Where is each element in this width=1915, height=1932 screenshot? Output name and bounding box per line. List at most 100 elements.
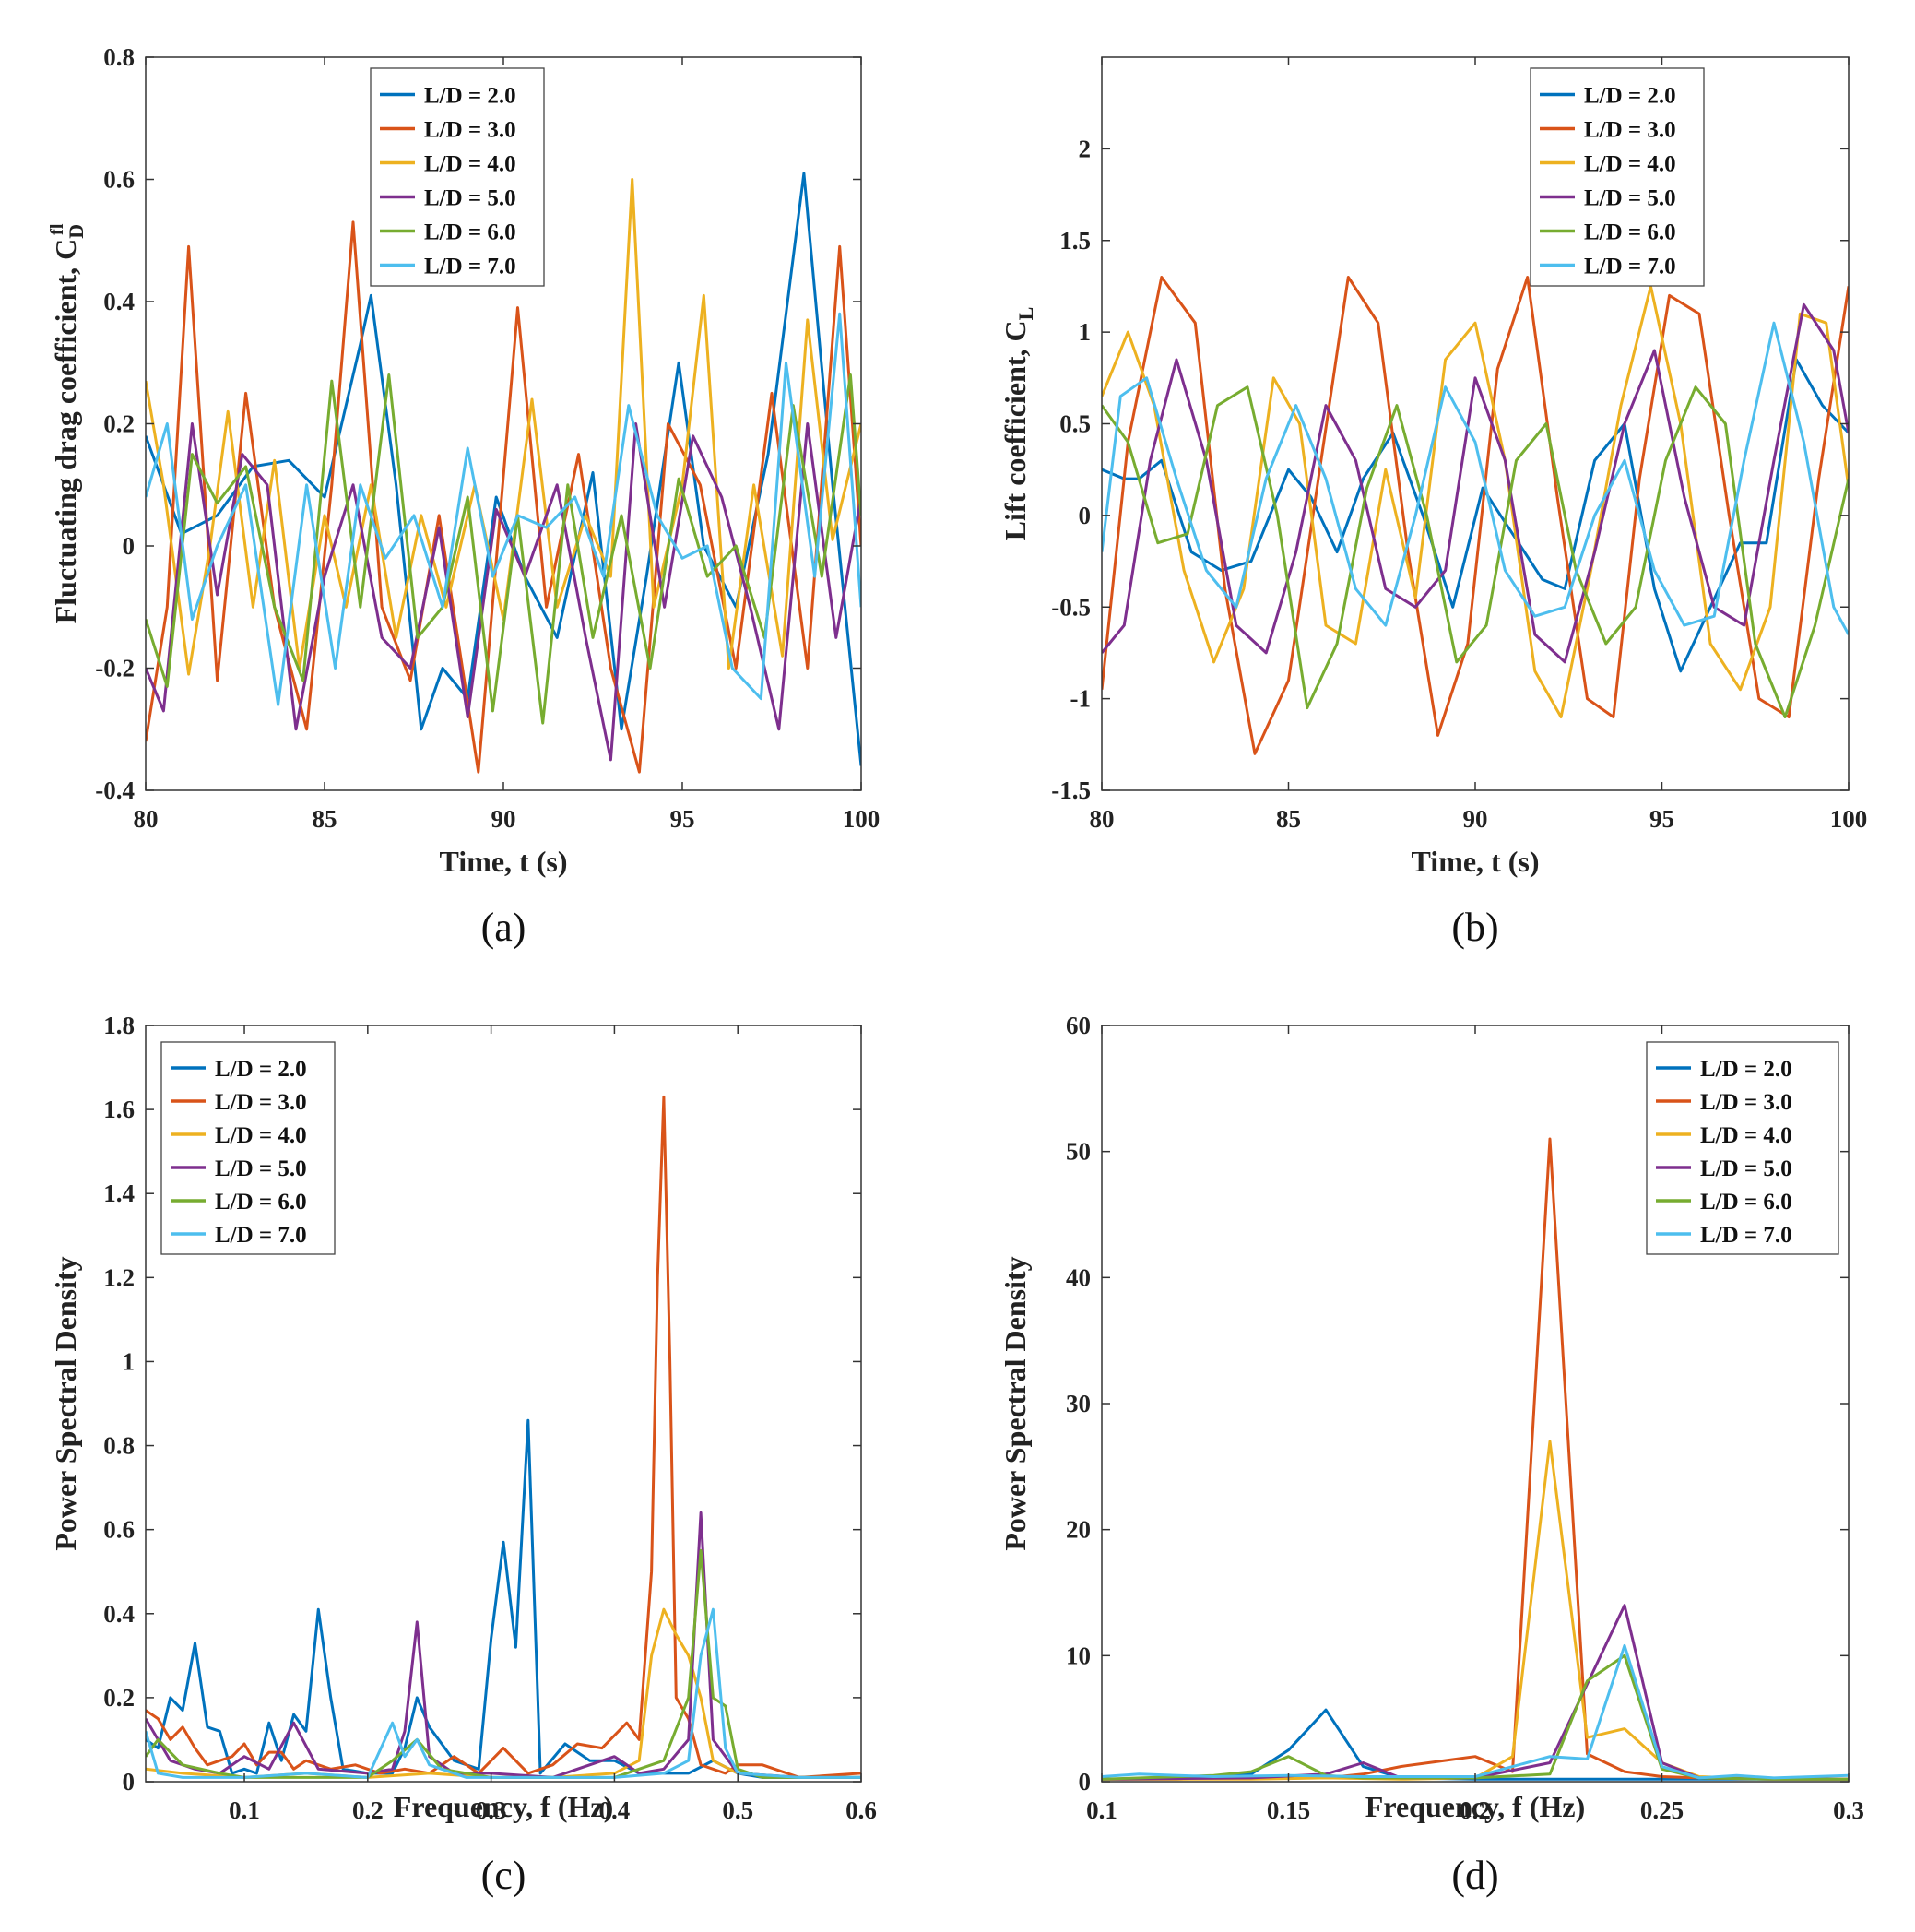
x-tick-label: 0.5 [722, 1796, 753, 1824]
y-axis-label-main: Fluctuating drag coefficient, C [49, 239, 82, 624]
subplot-label: (b) [1451, 905, 1498, 950]
y-tick-label: 0.8 [103, 43, 135, 71]
chart-a-svg: 80 85 90 95 100 -0.4 -0.2 0 0.2 0.4 0.6 0.8 Time, t … [47, 43, 880, 950]
legend-label-2: L/D = 3.0 [424, 118, 516, 143]
x-tick-label: 90 [1463, 805, 1488, 833]
series-line-4 [146, 1511, 861, 1779]
y-axis-label: Fluctuating drag coefficient, CDfl [47, 223, 88, 623]
chart-d-svg: 0.1 0.15 0.2 0.25 0.3 0 10 20 30 40 50 60 Frequency,… [999, 1012, 1864, 1898]
legend-label-1: L/D = 2.0 [424, 84, 516, 109]
y-tick-label: 0 [123, 532, 136, 560]
series-line-6 [1102, 321, 1849, 635]
y-tick-label: 10 [1066, 1642, 1091, 1669]
y-tick-label: 0.4 [103, 1600, 135, 1628]
chart-panel-c: 0.1 0.2 0.3 0.4 0.5 0.6 0 0.2 0.4 0.6 0.8 1 1.2 1.4 1.… [28, 968, 959, 1927]
series-line-6 [1102, 1643, 1849, 1780]
axes-frame [145, 1025, 862, 1783]
series-line-6 [146, 1607, 861, 1779]
y-tick-label: 1.2 [103, 1263, 135, 1291]
x-tick-label: 100 [1830, 805, 1868, 833]
y-tick-label: -1 [1070, 685, 1092, 713]
y-axis-label-sub: L [1014, 307, 1037, 321]
chart-c-svg: 0.1 0.2 0.3 0.4 0.5 0.6 0 0.2 0.4 0.6 0.8 1 1.2 1.4 1.… [49, 1012, 877, 1898]
y-axis-label-sup: fl [47, 223, 67, 235]
x-tick-label: 0.1 [229, 1796, 260, 1824]
y-axis-label-main: Power Spectral Density [999, 1256, 1032, 1550]
x-tick-label: 0.4 [599, 1796, 631, 1824]
y-tick-label: 0.5 [1059, 410, 1091, 438]
chart-panel-a: 80 85 90 95 100 -0.4 -0.2 0 0.2 0.4 0.6 0.8 Time, t … [28, 28, 959, 959]
legend-label-1: L/D = 2.0 [1584, 84, 1676, 109]
legend-label-5: L/D = 6.0 [424, 220, 516, 245]
legend-label-6: L/D = 7.0 [424, 255, 516, 279]
series-group [1102, 276, 1849, 755]
y-axis-label: Power Spectral Density [49, 1256, 82, 1550]
legend-label-4: L/D = 5.0 [424, 186, 516, 211]
series-line-2 [146, 1095, 861, 1779]
series-group [146, 1095, 861, 1779]
y-tick-label: 1 [1079, 318, 1092, 346]
x-tick-label: 85 [1276, 805, 1301, 833]
y-tick-label: 20 [1066, 1516, 1091, 1544]
legend-box [1530, 67, 1705, 287]
legend-label-6: L/D = 7.0 [215, 1223, 307, 1248]
legend-label-2: L/D = 3.0 [1700, 1090, 1792, 1115]
y-tick-label: 1.8 [103, 1012, 135, 1039]
legend-label-5: L/D = 6.0 [1700, 1190, 1792, 1215]
y-tick-label: -0.5 [1051, 593, 1091, 621]
subplot-label: (a) [481, 905, 526, 950]
y-tick-label: -0.2 [95, 655, 135, 682]
y-tick-label: 1 [123, 1347, 136, 1375]
x-tick-label: 90 [491, 805, 516, 833]
y-tick-label: 0.2 [103, 410, 135, 438]
x-tick-label: 85 [313, 805, 337, 833]
y-tick-label: 0.6 [103, 1516, 135, 1544]
y-tick-label: 40 [1066, 1263, 1091, 1291]
x-tick-label: 0.3 [1833, 1796, 1864, 1824]
legend-label-2: L/D = 3.0 [1584, 118, 1676, 143]
y-tick-label: -0.4 [95, 776, 135, 804]
chart-panel-d: 0.1 0.15 0.2 0.25 0.3 0 10 20 30 40 50 60 Frequency,… [977, 968, 1909, 1927]
series-line-1 [1102, 358, 1849, 673]
series-line-5 [1102, 385, 1849, 718]
legend-label-3: L/D = 4.0 [215, 1123, 307, 1148]
y-tick-label: -1.5 [1051, 776, 1091, 804]
y-axis-label-main: Lift coefficient, C [999, 320, 1032, 540]
y-tick-label: 0.6 [103, 166, 135, 194]
x-tick-label: 80 [1090, 805, 1115, 833]
legend-label-1: L/D = 2.0 [215, 1057, 307, 1082]
x-tick-label: 95 [1649, 805, 1674, 833]
series-line-4 [1102, 302, 1849, 664]
x-tick-label: 0.2 [1460, 1796, 1491, 1824]
y-tick-label: 0 [123, 1768, 136, 1796]
x-axis-label: Time, t (s) [1412, 845, 1540, 878]
legend-box [370, 67, 545, 287]
y-tick-label: 50 [1066, 1138, 1091, 1166]
y-tick-label: 0.8 [103, 1432, 135, 1460]
series-line-4 [146, 422, 861, 762]
legend-label-2: L/D = 3.0 [215, 1090, 307, 1115]
y-tick-label: 1.6 [103, 1096, 135, 1123]
y-tick-label: 1.5 [1059, 227, 1091, 255]
legend-label-6: L/D = 7.0 [1700, 1223, 1792, 1248]
x-tick-label: 0.3 [476, 1796, 507, 1824]
legend-label-3: L/D = 4.0 [1584, 152, 1676, 177]
series-group [146, 172, 861, 774]
legend-label-5: L/D = 6.0 [215, 1190, 307, 1215]
series-line-2 [1102, 276, 1849, 755]
y-tick-label: 60 [1066, 1012, 1091, 1039]
series-line-5 [146, 373, 861, 725]
y-tick-label: 1.4 [103, 1179, 135, 1207]
x-axis-label: Time, t (s) [440, 845, 568, 878]
series-line-2 [146, 220, 861, 774]
y-tick-label: 0 [1079, 502, 1092, 529]
legend-label-4: L/D = 5.0 [215, 1156, 307, 1181]
x-tick-label: 0.25 [1640, 1796, 1684, 1824]
legend-box [160, 1041, 336, 1255]
chart-panel-b: 80 85 90 95 100 -1.5 -1 -0.5 0 0.5 1 1.5 2 Time, t (s… [977, 28, 1909, 959]
y-axis-label: Lift coefficient, CL [999, 307, 1037, 541]
legend-label-4: L/D = 5.0 [1700, 1156, 1792, 1181]
y-tick-label: 30 [1066, 1390, 1091, 1417]
subplot-label: (d) [1451, 1853, 1498, 1898]
y-tick-label: 0.4 [103, 288, 135, 315]
